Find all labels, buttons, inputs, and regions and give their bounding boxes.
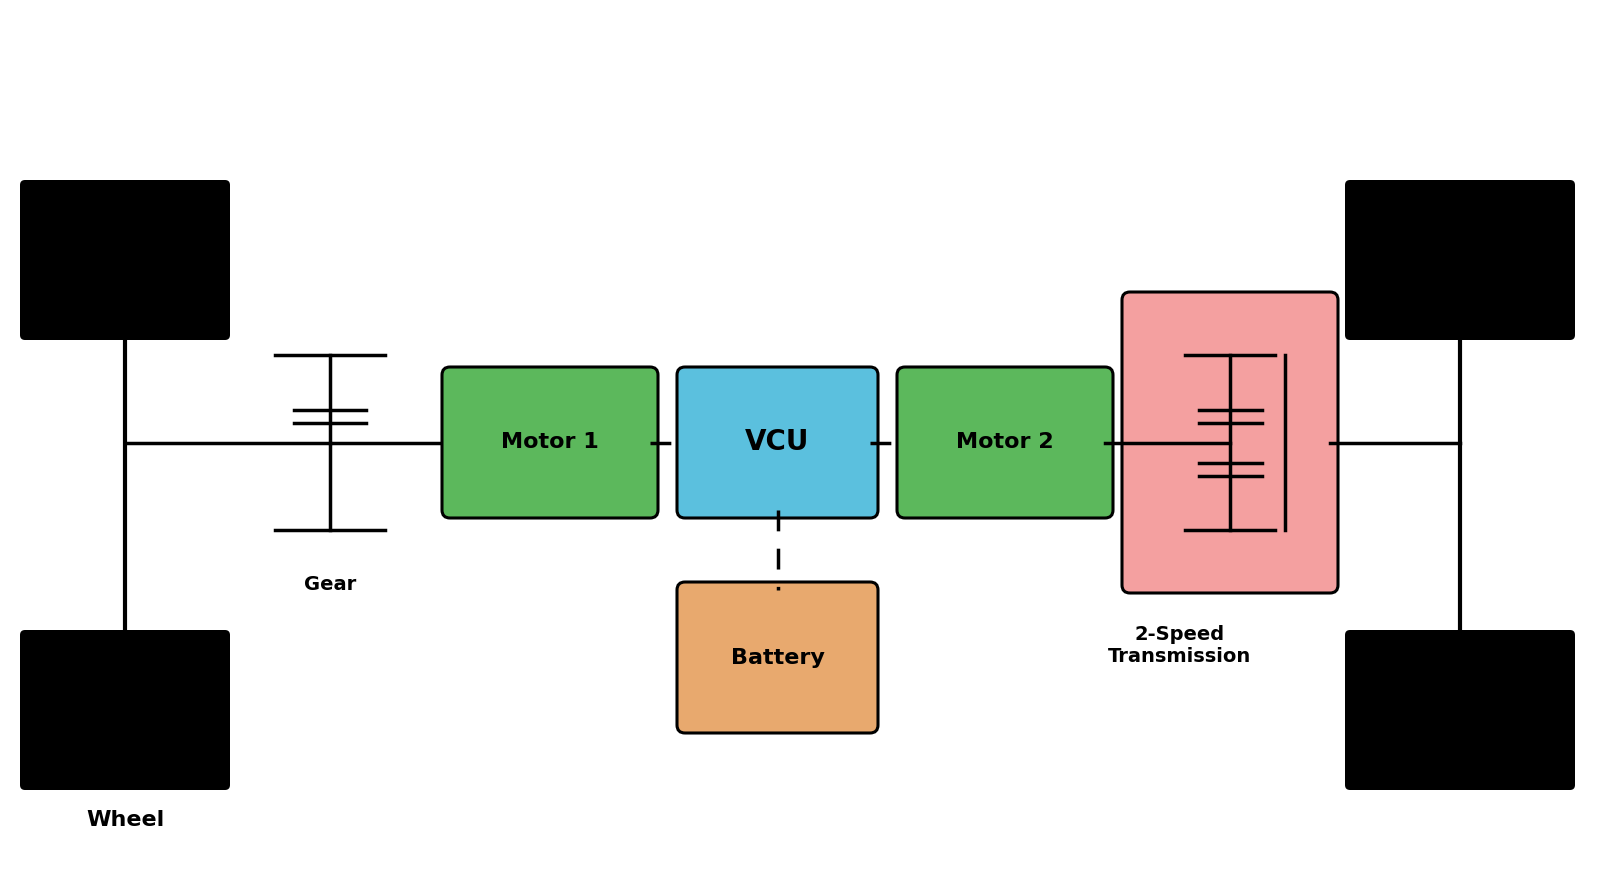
Text: VCU: VCU [746,428,810,457]
FancyBboxPatch shape [677,367,878,518]
FancyBboxPatch shape [1346,180,1574,340]
Text: Motor 2: Motor 2 [957,433,1054,452]
FancyBboxPatch shape [442,367,658,518]
FancyBboxPatch shape [19,180,230,340]
Text: Gear: Gear [304,575,357,594]
FancyBboxPatch shape [19,630,230,790]
FancyBboxPatch shape [898,367,1114,518]
FancyBboxPatch shape [1122,292,1338,593]
Text: 2-Speed
Transmission: 2-Speed Transmission [1109,625,1251,666]
FancyBboxPatch shape [1346,630,1574,790]
FancyBboxPatch shape [677,582,878,733]
Text: Battery: Battery [731,648,824,667]
Text: Motor 1: Motor 1 [501,433,598,452]
Text: Wheel: Wheel [86,810,165,830]
